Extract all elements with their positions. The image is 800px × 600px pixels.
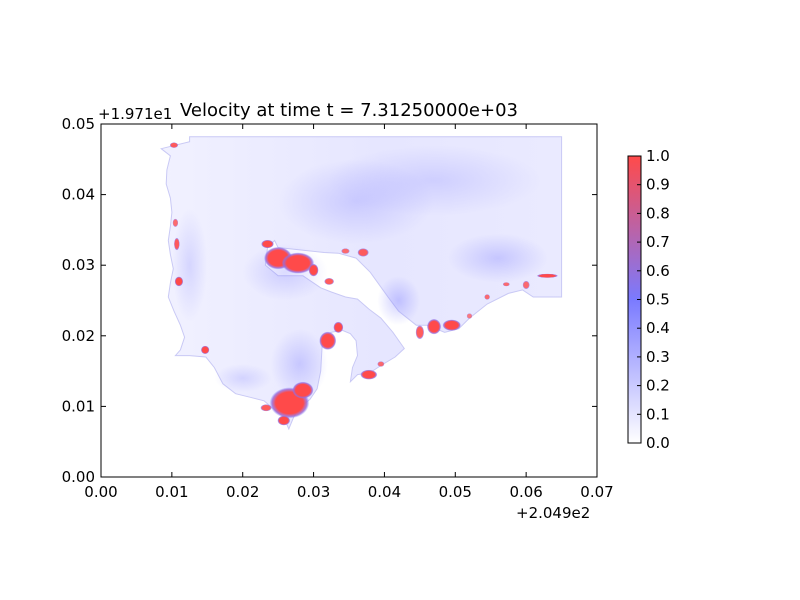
high-velocity-region — [442, 319, 461, 331]
high-velocity-region — [174, 276, 184, 287]
high-velocity-region — [173, 237, 180, 251]
x-tick-label: 0.05 — [439, 483, 472, 501]
high-velocity-region — [292, 381, 314, 399]
colorbar-tick-label: 0.3 — [646, 348, 670, 366]
high-velocity-region — [333, 321, 344, 333]
x-tick-label: 0.00 — [84, 483, 117, 501]
colorbar-tick-label: 0.2 — [646, 377, 670, 395]
plot-frame — [100, 123, 598, 478]
colorbar-tick-label: 0.8 — [646, 204, 670, 222]
medium-velocity-region — [214, 364, 272, 393]
medium-velocity-region — [327, 145, 541, 216]
high-velocity-region — [415, 325, 425, 340]
high-velocity-region — [426, 318, 442, 335]
high-velocity-region — [536, 273, 559, 278]
colorbar-tick-label: 0.6 — [646, 262, 670, 280]
high-velocity-region — [522, 280, 530, 290]
colorbar-tick-label: 0.5 — [646, 291, 670, 309]
high-velocity-region — [484, 294, 491, 300]
y-tick-label: 0.03 — [62, 256, 95, 274]
colorbar-tick-label: 0.1 — [646, 405, 670, 423]
high-velocity-region — [308, 263, 319, 277]
medium-velocity-region — [377, 275, 420, 326]
colorbar: 0.0 0.1 0.2 0.3 0.4 0.5 0.6 0.7 0.8 0.9 1.0 — [627, 147, 670, 452]
high-velocity-region — [261, 239, 274, 249]
high-velocity-region — [281, 252, 315, 274]
y-offset-label: +1.971e1 — [98, 105, 172, 123]
high-velocity-region — [360, 369, 378, 380]
x-tick-label: 0.07 — [580, 483, 613, 501]
x-tick-label: 0.04 — [368, 483, 401, 501]
y-tick-label: 0.00 — [62, 468, 95, 486]
colorbar-tick-label: 0.9 — [646, 176, 670, 194]
high-velocity-layer — [169, 142, 559, 426]
y-tick-label: 0.02 — [62, 327, 95, 345]
medium-velocity-region — [171, 208, 208, 322]
high-velocity-region — [200, 345, 210, 355]
medium-velocity-region — [271, 328, 328, 400]
x-tick-label: 0.01 — [155, 483, 188, 501]
high-velocity-region — [260, 404, 272, 412]
high-velocity-region — [357, 248, 369, 257]
x-offset-label: +2.049e2 — [516, 504, 590, 522]
chart-title: Velocity at time t = 7.31250000e+03 — [180, 100, 518, 121]
y-tick-label: 0.04 — [62, 186, 95, 204]
high-velocity-region — [277, 415, 291, 426]
x-axis: 0.00 0.01 0.02 0.03 0.04 0.05 0.06 0.07 — [84, 124, 614, 501]
velocity-heatmap — [160, 136, 563, 431]
high-velocity-region — [169, 142, 179, 149]
y-axis: 0.00 0.01 0.02 0.03 0.04 0.05 — [62, 115, 597, 486]
colorbar-tick-label: 0.0 — [646, 434, 670, 452]
colorbar-ticks: 0.0 0.1 0.2 0.3 0.4 0.5 0.6 0.7 0.8 0.9 1.0 — [637, 147, 670, 452]
medium-velocity-region — [448, 233, 548, 283]
y-tick-label: 0.01 — [62, 397, 95, 415]
x-tick-label: 0.03 — [297, 483, 330, 501]
high-velocity-region — [377, 361, 385, 367]
colorbar-tick-label: 0.4 — [646, 319, 670, 337]
colorbar-tick-label: 1.0 — [646, 147, 670, 165]
y-tick-label: 0.05 — [62, 115, 95, 133]
high-velocity-region — [502, 282, 510, 287]
high-velocity-region — [324, 277, 335, 285]
high-velocity-region — [319, 331, 337, 350]
x-tick-label: 0.02 — [226, 483, 259, 501]
colorbar-tick-label: 0.7 — [646, 233, 670, 251]
high-velocity-region — [466, 313, 473, 319]
high-velocity-region — [172, 218, 179, 228]
x-tick-label: 0.06 — [509, 483, 542, 501]
high-velocity-region — [341, 248, 350, 254]
